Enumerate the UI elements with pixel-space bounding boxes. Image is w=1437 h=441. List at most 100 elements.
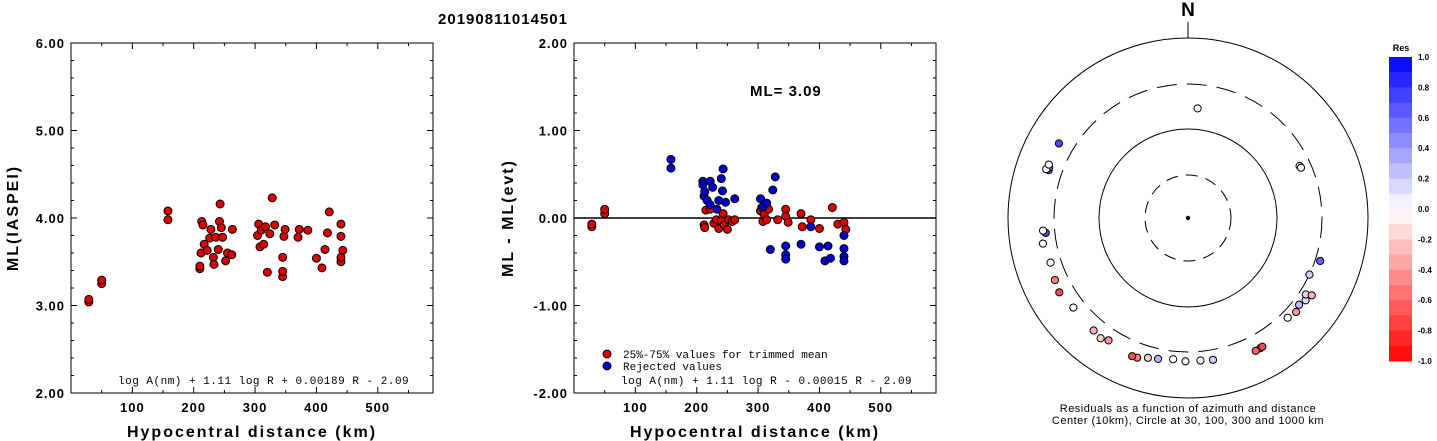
data-point — [163, 206, 173, 216]
colorbar-tick-label: 0.4 — [1418, 144, 1430, 153]
data-point — [195, 261, 205, 271]
data-point — [770, 172, 780, 182]
data-point — [84, 294, 94, 304]
data-point — [781, 254, 791, 264]
data-point — [280, 224, 290, 234]
data-point — [587, 219, 597, 229]
caption-line1: Residuals as a function of azimuth and d… — [1060, 403, 1316, 415]
data-point — [666, 154, 676, 164]
data-point — [198, 220, 208, 230]
data-point — [783, 217, 793, 227]
station-marker — [1046, 258, 1055, 267]
colorbar-labels: 1.0 0.8 0.6 0.4 0.2 0.0 -0.2 -0.4 -0.6 -0.8 -1.0 — [1418, 53, 1432, 366]
station-marker — [1193, 104, 1202, 113]
axis-ticks: 100 200 300 400 500 -2.00 -1.00 0.00 1.00 2.00 — [533, 36, 936, 415]
data-point — [97, 275, 107, 285]
colorbar-cell — [1389, 300, 1412, 316]
data-point — [259, 239, 269, 249]
data-point — [716, 174, 726, 184]
station-marker — [1208, 355, 1218, 364]
station-markers — [1038, 104, 1325, 366]
data-point — [206, 224, 216, 234]
ml-annotation: ML= 3.09 — [750, 83, 822, 100]
data-point — [722, 224, 732, 234]
data-point — [303, 225, 313, 235]
x-tick-label: 500 — [868, 400, 893, 415]
x-tick-label: 400 — [304, 400, 329, 415]
y-tick-label: 6.00 — [36, 36, 65, 51]
data-point — [712, 204, 722, 214]
data-point — [762, 215, 772, 225]
station-marker — [1104, 336, 1113, 345]
station-marker — [1196, 356, 1205, 365]
magnitude-vs-distance-panel: 100 200 300 400 500 2.00 3.00 4.00 5.00 6.00 ML(I… — [5, 36, 434, 441]
y-tick-label: -2.00 — [533, 386, 568, 401]
center-dot — [1185, 215, 1191, 221]
circle-30km — [1144, 174, 1232, 262]
colorbar-cell — [1389, 163, 1412, 180]
figure-title: 20190811014501 — [438, 11, 568, 28]
data-point — [202, 245, 212, 255]
x-tick-label: 100 — [120, 400, 145, 415]
station-marker — [1096, 334, 1105, 343]
colorbar-tick-label: 0.2 — [1418, 175, 1430, 184]
y-tick-label: 2.00 — [36, 386, 65, 401]
data-point — [806, 222, 816, 232]
x-axis-label: Hypocentral distance (km) — [127, 424, 377, 441]
formula-text: log A(nm) + 1.11 log R - 0.00015 R - 2.0… — [621, 376, 912, 388]
x-tick-label: 200 — [684, 400, 709, 415]
data-point — [278, 266, 288, 276]
x-tick-label: 200 — [181, 400, 206, 415]
data-point — [717, 186, 727, 196]
data-point — [839, 244, 849, 254]
data-point — [262, 267, 272, 277]
data-point — [756, 194, 766, 204]
colorbar-tick-label: 0.6 — [1418, 114, 1430, 123]
x-axis-label: Hypocentral distance (km) — [630, 424, 880, 441]
station-marker — [1296, 163, 1306, 172]
station-marker — [1055, 288, 1064, 297]
colorbar-cell — [1389, 345, 1412, 362]
x-tick-label: 400 — [807, 400, 832, 415]
data-point — [209, 259, 219, 269]
colorbar-cell — [1389, 117, 1412, 134]
data-point — [216, 223, 226, 233]
station-marker — [1044, 160, 1053, 169]
data-point — [705, 200, 715, 210]
data-point — [338, 245, 348, 255]
colorbar-cell — [1389, 315, 1412, 332]
station-marker — [1089, 326, 1098, 335]
data-point — [260, 222, 270, 232]
circle-100km — [1098, 128, 1278, 308]
data-point — [718, 164, 728, 174]
station-marker — [1283, 313, 1292, 322]
data-point — [797, 222, 807, 232]
circle-300km — [1053, 83, 1323, 353]
data-point — [823, 241, 833, 251]
legend-marker-trimmed — [602, 349, 612, 359]
data-point — [796, 209, 806, 219]
colorbar-tick-label: -1.0 — [1418, 357, 1432, 366]
data-point — [227, 250, 237, 260]
colorbar-cell — [1389, 224, 1412, 240]
colorbar-cell — [1389, 148, 1412, 164]
data-point — [324, 207, 334, 217]
data-point — [311, 253, 321, 263]
x-tick-label: 300 — [243, 400, 268, 415]
data-point — [839, 256, 849, 266]
data-point — [730, 215, 740, 225]
residual-colorbar: Res 1.0 0.8 0.6 0.4 0.2 0.0 -0.2 -0.4 -0.6 -0.8 -1… — [1389, 43, 1432, 366]
data-point — [825, 253, 835, 263]
legend-label-rejected: Rejected values — [623, 362, 722, 374]
y-tick-label: 0.00 — [539, 211, 568, 226]
data-point — [270, 220, 280, 230]
colorbar-tick-label: -0.4 — [1418, 266, 1432, 275]
data-point — [781, 241, 791, 251]
plot-frame — [70, 42, 434, 394]
y-axis-label: ML - ML(evt) — [500, 159, 517, 277]
colorbar-tick-label: -0.8 — [1418, 327, 1432, 336]
data-point — [768, 185, 778, 195]
data-point — [221, 256, 231, 266]
data-point — [718, 209, 728, 219]
